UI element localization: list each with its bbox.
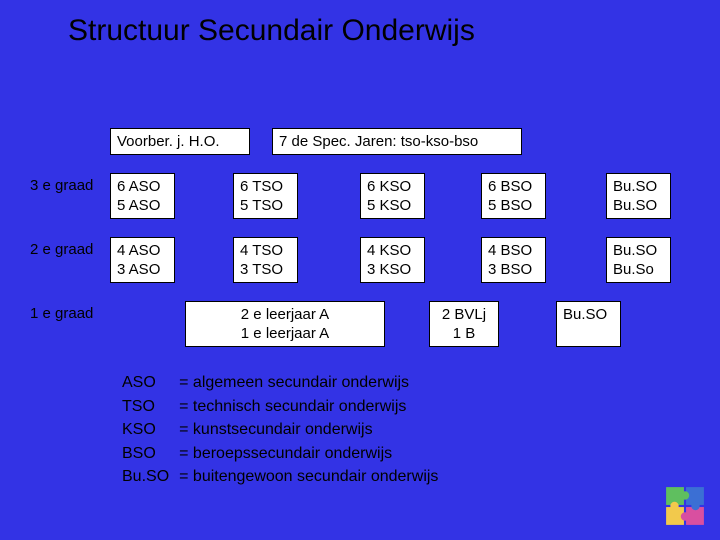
cell-2e-aso: 4 ASO3 ASO <box>110 237 175 283</box>
cell-3e-tso: 6 TSO5 TSO <box>233 173 298 219</box>
legend-abbr: BSO <box>122 443 177 465</box>
header-spec: 7 de Spec. Jaren: tso-kso-bso <box>272 128 522 155</box>
row-1e-graad: 1 e graad 2 e leerjaar A1 e leerjaar A 2… <box>30 301 690 347</box>
legend-row: Bu.SO= buitengewoon secundair onderwijs <box>122 466 446 488</box>
structure-grid: Voorber. j. H.O. 7 de Spec. Jaren: tso-k… <box>30 128 690 365</box>
legend-desc: = technisch secundair onderwijs <box>179 396 446 418</box>
cell-3e-buso: Bu.SOBu.SO <box>606 173 671 219</box>
legend-desc: = beroepssecundair onderwijs <box>179 443 446 465</box>
cell-1e-bvlj: 2 BVLj1 B <box>429 301 499 347</box>
legend-row: BSO= beroepssecundair onderwijs <box>122 443 446 465</box>
label-1e-graad: 1 e graad <box>30 301 110 322</box>
cell-1e-buso: Bu.SO <box>556 301 621 347</box>
legend: ASO= algemeen secundair onderwijs TSO= t… <box>120 370 448 490</box>
cell-2e-bso: 4 BSO3 BSO <box>481 237 546 283</box>
legend-desc: = kunstsecundair onderwijs <box>179 419 446 441</box>
header-row: Voorber. j. H.O. 7 de Spec. Jaren: tso-k… <box>30 128 690 155</box>
slide-title: Structuur Secundair Onderwijs <box>68 14 475 48</box>
header-voorber: Voorber. j. H.O. <box>110 128 250 155</box>
label-3e-graad: 3 e graad <box>30 173 110 194</box>
legend-abbr: ASO <box>122 372 177 394</box>
row-label-spacer <box>30 128 110 132</box>
cell-3e-kso: 6 KSO5 KSO <box>360 173 425 219</box>
legend-abbr: KSO <box>122 419 177 441</box>
legend-desc: = algemeen secundair onderwijs <box>179 372 446 394</box>
puzzle-icon <box>664 485 706 532</box>
cell-3e-bso: 6 BSO5 BSO <box>481 173 546 219</box>
cell-3e-aso: 6 ASO5 ASO <box>110 173 175 219</box>
row-3e-graad: 3 e graad 6 ASO5 ASO 6 TSO5 TSO 6 KSO5 K… <box>30 173 690 219</box>
legend-row: ASO= algemeen secundair onderwijs <box>122 372 446 394</box>
cell-2e-tso: 4 TSO3 TSO <box>233 237 298 283</box>
legend-abbr: Bu.SO <box>122 466 177 488</box>
legend-row: KSO= kunstsecundair onderwijs <box>122 419 446 441</box>
label-2e-graad: 2 e graad <box>30 237 110 258</box>
cell-1e-leerjaar: 2 e leerjaar A1 e leerjaar A <box>185 301 385 347</box>
row-2e-graad: 2 e graad 4 ASO3 ASO 4 TSO3 TSO 4 KSO3 K… <box>30 237 690 283</box>
legend-abbr: TSO <box>122 396 177 418</box>
legend-desc: = buitengewoon secundair onderwijs <box>179 466 446 488</box>
legend-table: ASO= algemeen secundair onderwijs TSO= t… <box>120 370 448 490</box>
cell-2e-buso: Bu.SOBu.So <box>606 237 671 283</box>
legend-row: TSO= technisch secundair onderwijs <box>122 396 446 418</box>
cell-2e-kso: 4 KSO3 KSO <box>360 237 425 283</box>
